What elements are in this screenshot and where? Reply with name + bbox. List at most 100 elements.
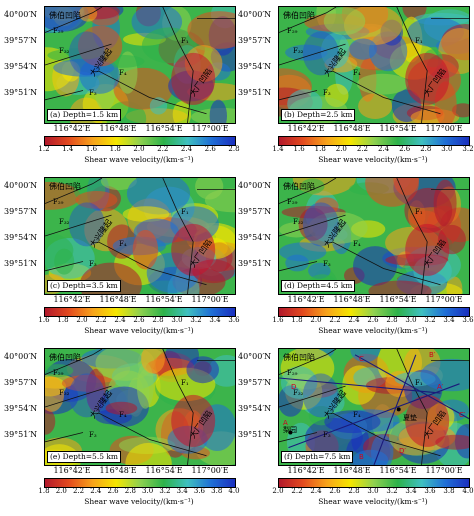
- colorbar-tick: 3.0: [171, 316, 183, 324]
- latitude-tick: 39°54′N: [4, 233, 38, 242]
- colorbar-tick: 2.6: [133, 316, 145, 324]
- colorbar-tick: 3.0: [142, 487, 154, 495]
- colorbar-tick: 1.4: [62, 145, 74, 153]
- colorbar-label: Shear wave velocity/(km·s⁻¹): [318, 155, 428, 164]
- profile-endpoint-label: D: [291, 383, 297, 391]
- fault-label: F₄: [119, 411, 127, 419]
- longitude-tick: 116°42′E: [53, 466, 91, 475]
- colorbar-tick: 2.8: [386, 316, 398, 324]
- longitude-tick: 116°48′E: [99, 466, 137, 475]
- colorbar-label: Shear wave velocity/(km·s⁻¹): [84, 497, 194, 506]
- fault-label: F₄: [353, 411, 361, 419]
- fault-label: F₃: [89, 431, 97, 439]
- town-label: 夏垫: [403, 414, 417, 422]
- longitude-tick: 116°54′E: [145, 124, 183, 133]
- colorbar-tick: 3.4: [176, 487, 188, 495]
- fault-label: F₃₂: [293, 47, 304, 55]
- latitude-tick: 39°54′N: [4, 404, 38, 413]
- colorbar-tick: 1.8: [314, 145, 326, 153]
- panel-caption: (b) Depth=2.5 km: [281, 109, 356, 121]
- colorbar-tick: 1.8: [57, 316, 69, 324]
- velocity-field: [45, 7, 235, 123]
- velocity-map: (d) Depth=4.5 km 佛伯凹陷 F₂₉ F₃₂ F₁ F₄ F₃ 大兴隆起 大厂凹陷: [278, 177, 470, 295]
- colorbar: [44, 478, 236, 488]
- shunyi-label: 佛伯凹陷: [49, 353, 81, 362]
- colorbar-tick: 2.8: [124, 487, 136, 495]
- longitude-tick: 117°00′E: [425, 466, 463, 475]
- fault-label: F₂₉: [53, 198, 64, 206]
- velocity-field: [279, 7, 469, 123]
- latitude-tick: 39°51′N: [238, 259, 272, 268]
- colorbar-tick: 2.8: [228, 145, 240, 153]
- fault-label: F₃: [323, 260, 331, 268]
- velocity-map: (b) Depth=2.5 km 佛伯凹陷 F₂₉ F₃₂ F₁ F₄ F₃ 大兴隆起 大厂凹陷: [278, 6, 470, 124]
- longitude-tick: 117°00′E: [191, 466, 229, 475]
- latitude-tick: 39°51′N: [238, 430, 272, 439]
- colorbar-tick: 3.2: [159, 487, 171, 495]
- fault-label: F₃: [89, 89, 97, 97]
- colorbar-tick: 1.8: [109, 145, 121, 153]
- fault-label: F₁: [181, 37, 189, 45]
- longitude-tick: 117°00′E: [425, 124, 463, 133]
- fault-label: F₄: [353, 240, 361, 248]
- longitude-tick: 116°54′E: [379, 295, 417, 304]
- longitude-tick: 116°54′E: [145, 295, 183, 304]
- latitude-tick: 40°00′N: [4, 10, 38, 19]
- colorbar-tick: 2.4: [180, 145, 193, 153]
- longitude-tick: 116°42′E: [287, 466, 325, 475]
- velocity-map: (f) Depth=7.5 km 佛伯凹陷 F₂₉ F₃₂ F₁ F₄ F₃ 大兴隆起 大厂凹陷…: [278, 348, 470, 466]
- colorbar-tick: 2.8: [152, 316, 164, 324]
- latitude-tick: 39°54′N: [238, 404, 272, 413]
- colorbar-tick: 2.4: [90, 487, 102, 495]
- panel-caption: (d) Depth=4.5 km: [281, 280, 356, 292]
- latitude-tick: 39°51′N: [4, 259, 38, 268]
- colorbar-tick: 2.4: [114, 316, 126, 324]
- velocity-map: (e) Depth=5.5 km 佛伯凹陷 F₂₉ F₃₂ F₁ F₄ F₃ 大兴隆起 大厂凹陷: [44, 348, 236, 466]
- colorbar-tick: 2.2: [329, 316, 341, 324]
- fault-label: F₁: [415, 379, 423, 387]
- colorbar-tick: 2.2: [72, 487, 85, 495]
- longitude-tick: 116°48′E: [99, 295, 137, 304]
- colorbar-tick: 2.2: [157, 145, 169, 153]
- shunyi-label: 佛伯凹陷: [283, 11, 315, 20]
- longitude-tick: 116°42′E: [53, 295, 91, 304]
- colorbar-tick: 2.0: [55, 487, 67, 495]
- colorbar-tick: 2.0: [272, 487, 284, 495]
- colorbar: [278, 478, 470, 488]
- fault-label: F₂₉: [287, 198, 298, 206]
- latitude-tick: 39°57′N: [238, 36, 272, 45]
- profile-endpoint-label: C: [359, 355, 364, 363]
- fault-label: F₁: [415, 37, 423, 45]
- shunyi-label: 佛伯凹陷: [283, 182, 315, 191]
- latitude-tick: 39°57′N: [238, 378, 272, 387]
- longitude-tick: 116°54′E: [379, 466, 417, 475]
- colorbar-tick: 3.0: [405, 316, 417, 324]
- colorbar-tick: 2.2: [95, 316, 107, 324]
- profile-endpoint-label: A′: [437, 383, 444, 391]
- colorbar-tick: 1.6: [85, 145, 98, 153]
- colorbar-tick: 3.0: [441, 145, 453, 153]
- colorbar-tick: 2.8: [420, 145, 432, 153]
- colorbar-tick: 3.4: [443, 316, 455, 324]
- longitude-tick: 117°00′E: [191, 295, 229, 304]
- longitude-tick: 116°42′E: [287, 295, 325, 304]
- colorbar-tick: 1.6: [272, 316, 284, 324]
- longitude-tick: 116°42′E: [287, 124, 325, 133]
- latitude-tick: 39°51′N: [4, 430, 38, 439]
- profile-endpoint-label: D′: [399, 447, 406, 455]
- longitude-tick: 117°00′E: [191, 124, 229, 133]
- colorbar-tick: 3.2: [190, 316, 202, 324]
- colorbar-tick: 2.6: [367, 316, 379, 324]
- latitude-tick: 39°51′N: [4, 88, 38, 97]
- colorbar-tick: 1.6: [293, 145, 305, 153]
- longitude-tick: 116°48′E: [333, 124, 371, 133]
- colorbar-tick: 1.4: [272, 145, 284, 153]
- colorbar-tick: 2.0: [335, 145, 347, 153]
- fault-label: F₃₂: [293, 389, 304, 397]
- fault-label: F₃₂: [293, 218, 304, 226]
- latitude-tick: 40°00′N: [238, 181, 272, 190]
- colorbar-tick: 2.8: [348, 487, 360, 495]
- fault-label: F₃: [323, 89, 331, 97]
- colorbar-tick: 1.2: [38, 145, 50, 153]
- colorbar-tick: 3.6: [462, 316, 474, 324]
